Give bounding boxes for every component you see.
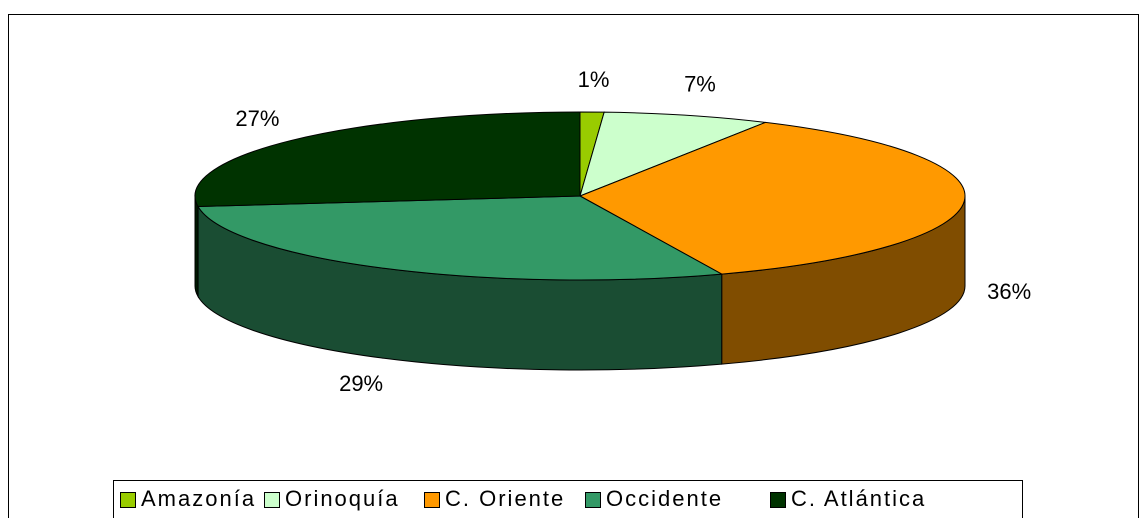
legend-label: C. Atlántica bbox=[791, 486, 926, 511]
legend-swatch bbox=[264, 492, 280, 508]
data-label: 27% bbox=[235, 106, 279, 131]
legend-label: Amazonía bbox=[141, 486, 256, 511]
legend-label: Orinoquía bbox=[285, 486, 400, 511]
data-label: 1% bbox=[578, 67, 610, 92]
legend bbox=[113, 480, 1023, 518]
pie-slice bbox=[579, 111, 766, 197]
data-label: 36% bbox=[987, 279, 1031, 304]
legend-label: Occidente bbox=[606, 486, 723, 511]
data-label: 7% bbox=[684, 71, 716, 96]
pie-slice bbox=[197, 195, 724, 281]
legend-items: Amazonía Orinoquía C. Oriente Occidente C. A… bbox=[120, 486, 926, 511]
data-label: 29% bbox=[339, 371, 383, 396]
legend-swatch bbox=[120, 492, 136, 508]
pie-slice bbox=[578, 121, 966, 275]
pie-side bbox=[194, 195, 199, 299]
pie-slice bbox=[194, 111, 581, 208]
legend-swatch bbox=[424, 492, 440, 508]
legend-label: C. Oriente bbox=[445, 486, 565, 511]
legend-swatch bbox=[770, 492, 786, 508]
pie bbox=[194, 111, 966, 371]
legend-swatch bbox=[585, 492, 601, 508]
data-labels: 1% 7% 36% 29% 27% bbox=[235, 67, 1031, 396]
